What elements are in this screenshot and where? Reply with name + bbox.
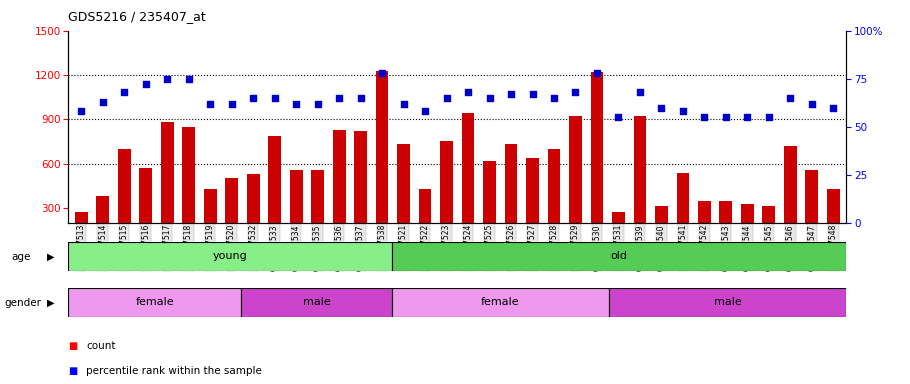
Point [826,104,841,111]
Text: age: age [11,252,30,262]
FancyBboxPatch shape [68,288,241,317]
Point [396,101,410,107]
Point [268,95,282,101]
Point [310,101,325,107]
Point [225,101,239,107]
Point [375,70,389,76]
Point [138,81,153,88]
Point [353,95,368,101]
Bar [805,170,818,252]
Point [675,108,690,114]
Point [181,76,196,82]
Bar [763,207,775,252]
Bar [182,127,195,252]
Bar [354,131,367,252]
FancyBboxPatch shape [392,242,846,271]
Bar [676,172,690,252]
Bar [117,149,130,252]
Bar [720,200,733,252]
Point [719,114,733,120]
Bar [376,71,389,252]
Text: gender: gender [5,298,42,308]
Point [784,95,798,101]
Bar [289,170,302,252]
Bar [569,116,581,252]
Bar [96,196,109,252]
Text: count: count [86,341,116,351]
Point [654,104,669,111]
Bar [655,207,668,252]
Text: GDS5216 / 235407_at: GDS5216 / 235407_at [68,10,206,23]
Text: female: female [481,297,520,308]
FancyBboxPatch shape [241,288,392,317]
Text: female: female [136,297,174,308]
Point [332,95,347,101]
Point [525,91,540,97]
Bar [591,72,603,252]
Point [547,95,561,101]
Text: percentile rank within the sample: percentile rank within the sample [86,366,262,376]
Text: young: young [213,251,248,262]
Text: ▶: ▶ [47,298,55,308]
Bar [268,136,281,252]
Bar [225,179,238,252]
FancyBboxPatch shape [609,288,846,317]
Bar [504,144,518,252]
Text: old: old [611,251,628,262]
Point [460,89,475,95]
Bar [139,168,152,252]
Text: male: male [713,297,742,308]
Bar [483,161,496,252]
Text: ▶: ▶ [47,252,55,262]
Point [74,108,88,114]
Bar [333,130,346,252]
Point [440,95,454,101]
Point [762,114,776,120]
FancyBboxPatch shape [68,242,392,271]
Point [116,89,131,95]
Text: ■: ■ [68,341,77,351]
Bar [440,141,453,252]
FancyBboxPatch shape [392,288,609,317]
Bar [397,144,410,252]
Text: ■: ■ [68,366,77,376]
Point [804,101,819,107]
Bar [204,189,217,252]
Point [568,89,582,95]
Bar [526,158,539,252]
Point [482,95,497,101]
Point [632,89,647,95]
Point [697,114,712,120]
Point [96,99,110,105]
Bar [461,113,474,252]
Bar [311,170,324,252]
Bar [612,212,625,252]
Point [590,70,604,76]
Bar [161,122,174,252]
Bar [419,189,431,252]
Bar [75,212,87,252]
Bar [247,174,259,252]
Point [246,95,260,101]
Bar [633,116,646,252]
Bar [784,146,797,252]
Text: male: male [303,297,330,308]
Bar [698,200,711,252]
Point [160,76,175,82]
Bar [548,149,561,252]
Bar [827,189,840,252]
Point [504,91,519,97]
Point [288,101,303,107]
Point [612,114,626,120]
Bar [741,204,753,252]
Point [418,108,432,114]
Point [203,101,217,107]
Point [740,114,754,120]
